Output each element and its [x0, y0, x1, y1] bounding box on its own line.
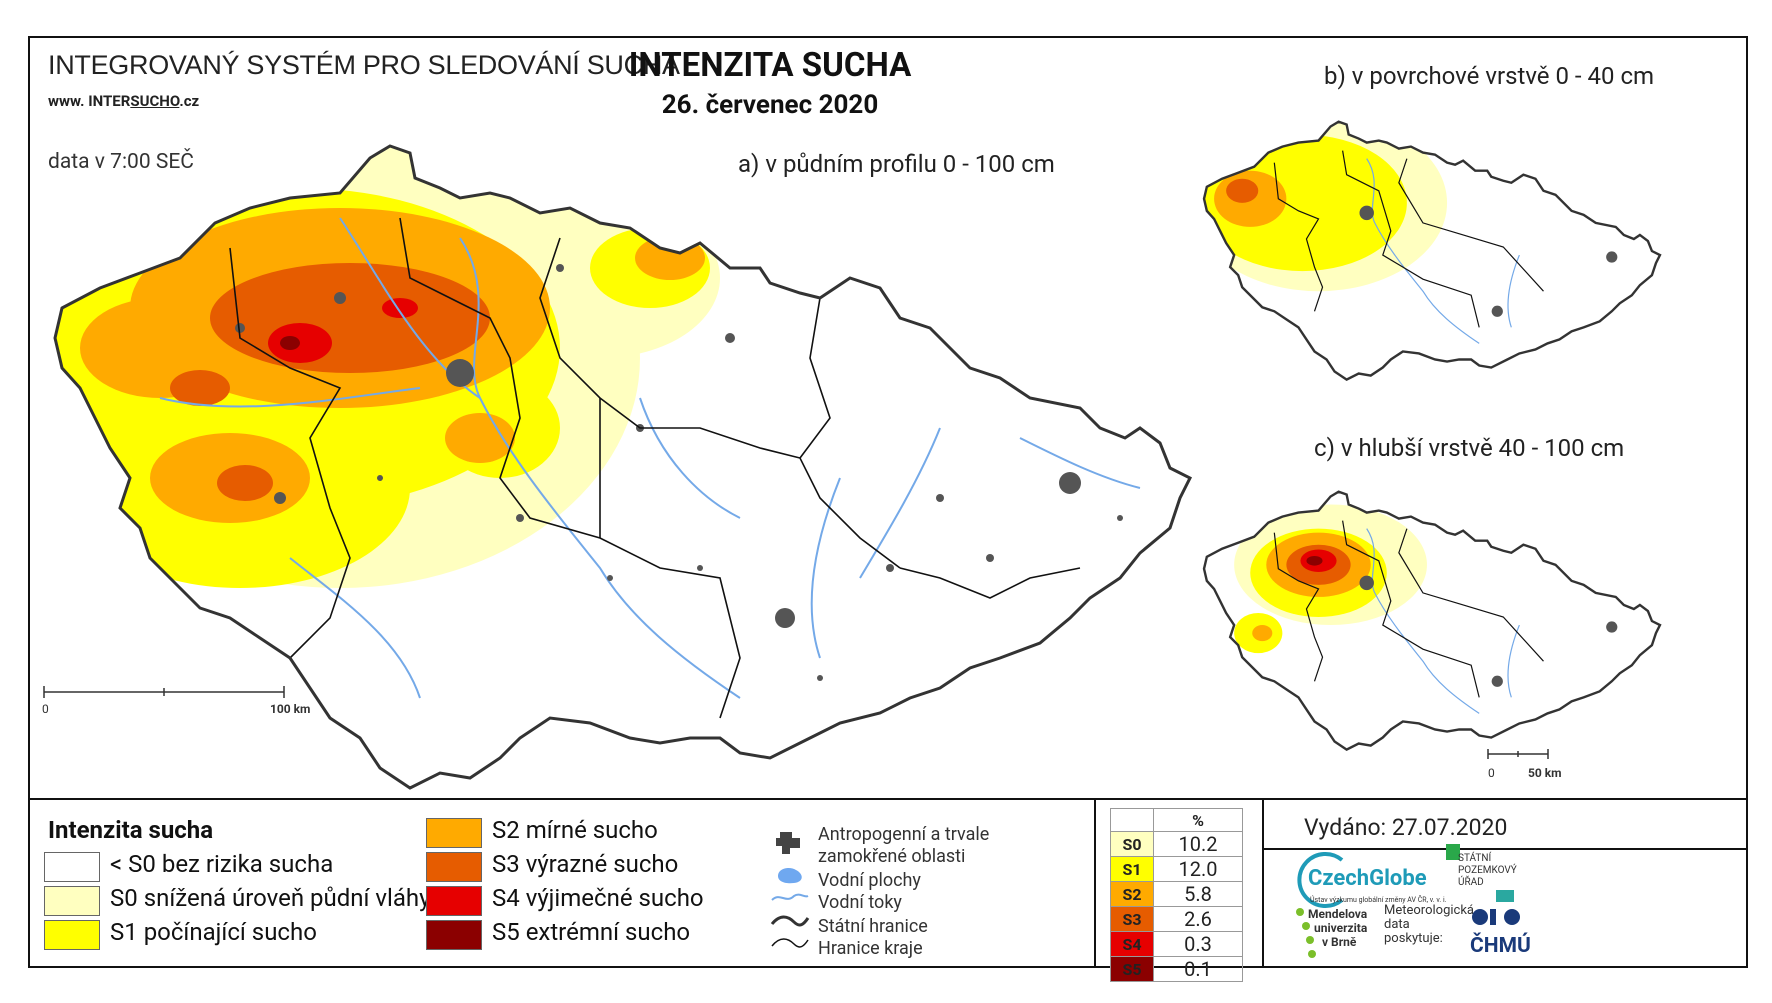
layer-state-border: Státní hranice [818, 916, 928, 937]
map-b-label: b) v povrchové vrstvě 0 - 40 cm [1324, 62, 1655, 90]
legend-class-label: S2 mírné sucho [492, 816, 658, 844]
drought-class-percent: 2.6 [1153, 906, 1243, 932]
czechglobe-logo: CzechGlobe [1308, 866, 1427, 891]
legend-title: Intenzita sucha [48, 816, 214, 844]
logos-divider [1264, 848, 1748, 850]
state-border-icon [770, 915, 810, 927]
legend-class-label: S0 snížená úroveň půdní vláhy [110, 884, 431, 912]
water-body-icon [778, 868, 802, 884]
drought-class-code: S0 [1110, 831, 1154, 857]
legend-class-label: S1 počínající sucho [110, 918, 317, 946]
data-time: data v 7:00 SEČ [48, 150, 194, 174]
website-suffix: .cz [179, 92, 200, 110]
spu-line2: POZEMKOVÝ [1458, 865, 1517, 876]
drought-class-percent: 0.3 [1153, 931, 1243, 957]
mendel-line2: univerzita [1314, 921, 1368, 935]
legend-swatch [426, 852, 482, 882]
mendel-line3: v Brně [1322, 935, 1357, 949]
issued-date: Vydáno: 27.07.2020 [1304, 814, 1508, 841]
table-header-empty [1110, 808, 1154, 832]
website-highlight: SUCHO [130, 92, 180, 110]
mendel-line1: Mendelova [1308, 907, 1368, 921]
layer-region-border: Hranice kraje [818, 938, 923, 959]
spu-logo-mark [1496, 890, 1514, 902]
map-a-soil-profile [43, 144, 1192, 790]
table-row: S5 0.1 [1110, 956, 1243, 982]
legend-swatch [426, 920, 482, 950]
layer-water-bodies: Vodní plochy [818, 870, 921, 891]
drought-class-code: S1 [1110, 856, 1154, 882]
czechglobe-subtitle: Ústav výzkumu globální změny AV ČR, v. v… [1310, 896, 1447, 904]
legend-separator-1 [1094, 798, 1096, 968]
legend-class-label: < S0 bez rizika sucha [110, 850, 334, 878]
layer-urban-line2: zamokřené oblasti [818, 846, 966, 867]
legend-divider [30, 798, 1746, 800]
map-title: INTENZITA SUCHA [628, 46, 912, 85]
table-header-row: % [1110, 808, 1243, 832]
drought-class-percent: 10.2 [1153, 831, 1243, 857]
drought-percent-table: % S0 10.2 S1 12.0 S2 5.8 S3 2.6 S4 0.3 S5 0.1 [1110, 808, 1243, 982]
scale-main-start: 0 [42, 702, 49, 716]
spu-logo-icon [1446, 844, 1460, 860]
scale-small-end: 50 km [1528, 766, 1562, 780]
website-prefix: www. INTER [48, 92, 131, 110]
map-b-surface-layer [1202, 120, 1662, 381]
drought-class-percent: 0.1 [1153, 956, 1243, 982]
chmu-logo-icon [1472, 909, 1520, 925]
chmu-logo: ČHMÚ [1470, 934, 1531, 958]
legend-swatch [44, 852, 100, 882]
drought-class-code: S4 [1110, 931, 1154, 957]
map-frame: INTEGROVANÝ SYSTÉM PRO SLEDOVÁNÍ SUCHA w… [28, 36, 1748, 982]
river-icon [771, 893, 809, 901]
drought-class-code: S3 [1110, 906, 1154, 932]
spu-line3: ÚŘAD [1458, 877, 1484, 888]
table-row: S4 0.3 [1110, 931, 1243, 957]
map-date: 26. červenec 2020 [661, 90, 879, 120]
scale-main-end: 100 km [270, 702, 311, 716]
legend-swatch [426, 818, 482, 848]
legend-class-label: S3 výrazné sucho [492, 850, 679, 878]
drought-class-code: S5 [1110, 956, 1154, 982]
mendel-logo-icon [1296, 908, 1316, 958]
system-title: INTEGROVANÝ SYSTÉM PRO SLEDOVÁNÍ SUCHA [48, 50, 680, 80]
legend-swatch [44, 920, 100, 950]
legend-swatch [426, 886, 482, 916]
layer-urban-line1: Antropogenní a trvale [818, 824, 990, 845]
map-c-label: c) v hlubší vrstvě 40 - 100 cm [1314, 434, 1625, 462]
table-row: S3 2.6 [1110, 906, 1243, 932]
urban-area-icon [776, 832, 800, 854]
layer-rivers: Vodní toky [818, 892, 902, 913]
map-a-label: a) v půdním profilu 0 - 100 cm [738, 150, 1055, 178]
meteo-line2: data [1384, 917, 1410, 932]
drought-class-code: S2 [1110, 881, 1154, 907]
drought-class-percent: 12.0 [1153, 856, 1243, 882]
table-row: S1 12.0 [1110, 856, 1243, 882]
table-row: S2 5.8 [1110, 881, 1243, 907]
meteo-line1: Meteorologická [1384, 903, 1474, 918]
legend-separator-2 [1262, 798, 1264, 968]
czechglobe-logo-icon [1297, 852, 1344, 908]
region-border-icon [771, 938, 809, 948]
spu-line1: STÁTNÍ [1458, 853, 1492, 864]
table-header-percent: % [1153, 808, 1243, 832]
legend-swatch [44, 886, 100, 916]
scale-small-start: 0 [1488, 766, 1495, 780]
legend-class-label: S5 extrémní sucho [492, 918, 691, 946]
website-link[interactable]: www. INTERSUCHO.cz [48, 92, 199, 110]
meteo-line3: poskytuje: [1384, 931, 1443, 946]
drought-class-percent: 5.8 [1153, 881, 1243, 907]
scale-bar-small [1487, 749, 1549, 759]
legend-class-label: S4 výjimečné sucho [492, 884, 704, 912]
table-row: S0 10.2 [1110, 831, 1243, 857]
map-c-deep-layer [1202, 490, 1662, 751]
